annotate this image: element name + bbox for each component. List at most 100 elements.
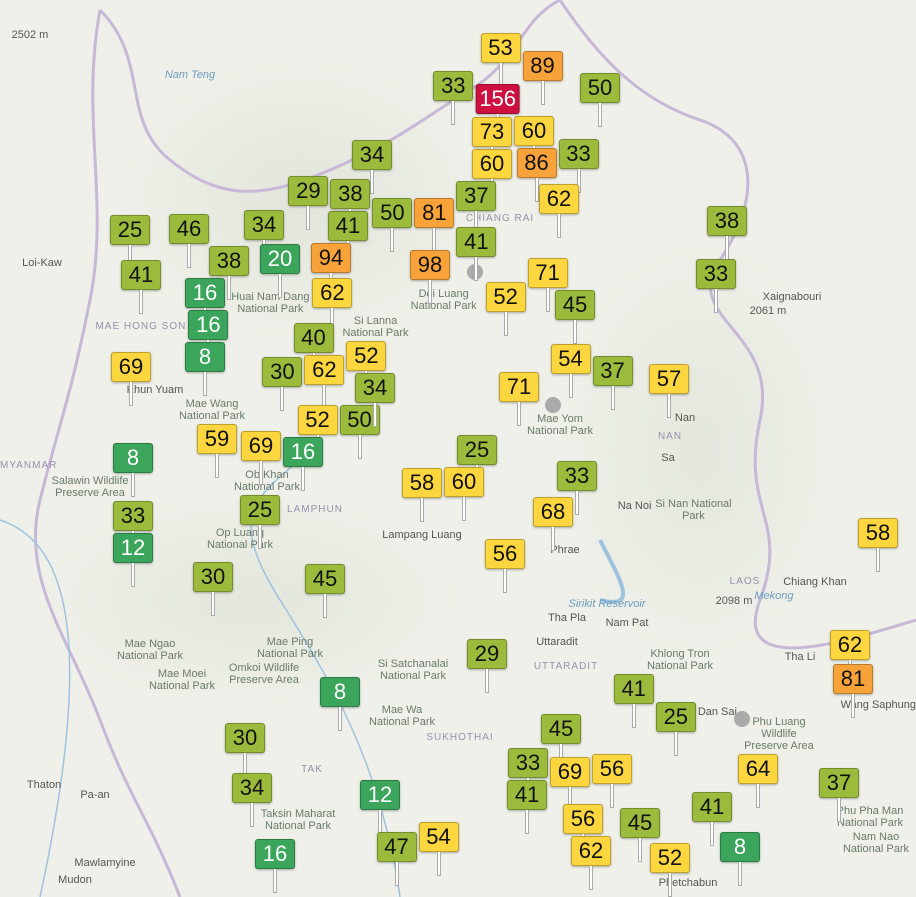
- aqi-value: 30: [193, 562, 233, 592]
- aqi-station-marker[interactable]: 41: [613, 674, 654, 728]
- aqi-station-marker[interactable]: 62: [539, 184, 579, 238]
- aqi-station-marker[interactable]: 98: [410, 250, 450, 304]
- aqi-station-marker[interactable]: 45: [555, 289, 595, 344]
- aqi-station-marker[interactable]: 45: [305, 564, 345, 618]
- place-label: Tha Pla: [548, 612, 586, 624]
- aqi-station-marker[interactable]: 37: [456, 181, 497, 235]
- aqi-station-marker[interactable]: 29: [288, 176, 329, 230]
- aqi-station-marker[interactable]: 45: [620, 808, 660, 862]
- aqi-value: 29: [467, 639, 507, 669]
- aqi-value: 41: [613, 674, 654, 704]
- aqi-station-marker[interactable]: 25: [655, 702, 696, 756]
- aqi-station-marker[interactable]: 30: [262, 356, 303, 411]
- aqi-station-marker[interactable]: 30: [193, 562, 233, 616]
- aqi-station-marker[interactable]: 46: [169, 214, 209, 268]
- aqi-station-marker[interactable]: 52: [297, 404, 338, 459]
- aqi-station-marker[interactable]: 33: [696, 259, 736, 313]
- aqi-station-marker[interactable]: 33: [507, 748, 548, 802]
- aqi-station-marker[interactable]: 53: [480, 33, 521, 87]
- aqi-station-marker[interactable]: 12: [113, 532, 153, 587]
- aqi-station-marker[interactable]: 34: [352, 140, 392, 194]
- aqi-station-marker[interactable]: 38: [707, 206, 747, 260]
- place-label: Omkoi Wildlife Preserve Area: [228, 661, 300, 686]
- aqi-station-marker[interactable]: 41: [692, 792, 732, 846]
- aqi-station-marker[interactable]: 29: [467, 639, 507, 693]
- aqi-station-marker[interactable]: 89: [522, 51, 563, 105]
- aqi-station-marker[interactable]: 45: [541, 714, 581, 768]
- aqi-station-marker[interactable]: 37: [592, 356, 633, 410]
- aqi-station-marker[interactable]: 33: [558, 139, 599, 193]
- aqi-station-marker[interactable]: 16: [283, 436, 323, 491]
- aqi-station-marker[interactable]: 37: [819, 768, 859, 822]
- aqi-value: 50: [372, 198, 413, 228]
- place-label: Sa: [661, 452, 675, 464]
- aqi-station-marker[interactable]: 59: [197, 423, 237, 478]
- aqi-station-marker[interactable]: 33: [433, 71, 474, 125]
- aqi-station-marker[interactable]: 62: [571, 836, 611, 890]
- place-label: Huai Nam Dang National Park: [231, 291, 310, 315]
- aqi-station-marker[interactable]: 58: [402, 468, 442, 522]
- aqi-station-marker[interactable]: 81: [414, 198, 455, 252]
- aqi-station-marker[interactable]: 20: [260, 244, 300, 298]
- place-label: Si Nan National Park: [655, 498, 732, 522]
- aqi-value: 60: [514, 116, 554, 147]
- aqi-station-marker[interactable]: 52: [650, 843, 690, 897]
- aqi-station-marker[interactable]: 54: [550, 344, 591, 398]
- aqi-value: 41: [692, 792, 732, 822]
- aqi-station-marker[interactable]: 68: [533, 497, 573, 551]
- aqi-station-marker[interactable]: 33: [557, 461, 597, 515]
- marker-pole: [129, 381, 133, 406]
- aqi-station-marker[interactable]: 50: [580, 73, 620, 127]
- aqi-station-marker[interactable]: 56: [485, 539, 525, 593]
- aqi-station-marker[interactable]: 52: [346, 341, 387, 395]
- aqi-station-marker[interactable]: 41: [328, 210, 368, 265]
- aqi-value: 40: [293, 323, 334, 354]
- aqi-station-marker[interactable]: 50: [339, 405, 380, 459]
- aqi-station-marker[interactable]: 81: [833, 664, 873, 718]
- aqi-station-marker[interactable]: 12: [360, 780, 400, 834]
- aqi-station-marker[interactable]: 8: [720, 832, 760, 886]
- place-label: Ob Khan National Park: [233, 468, 301, 493]
- aqi-station-marker[interactable]: 30: [225, 723, 265, 777]
- aqi-station-marker[interactable]: 69: [241, 431, 281, 486]
- aqi-station-marker[interactable]: 94: [311, 242, 351, 297]
- place-label: Phu Pha Man National Park: [836, 805, 904, 829]
- aqi-station-marker[interactable]: 47: [376, 832, 417, 886]
- aqi-station-marker[interactable]: 34: [232, 773, 272, 827]
- marker-pole: [227, 276, 231, 300]
- aqi-station-marker[interactable]: 71: [527, 257, 568, 312]
- aqi-station-marker[interactable]: 25: [110, 215, 150, 269]
- city-dot: [545, 397, 561, 413]
- aqi-station-marker[interactable]: 60: [444, 467, 484, 521]
- aqi-value: 41: [121, 260, 161, 290]
- aqi-station-marker[interactable]: 54: [418, 822, 459, 876]
- aqi-station-marker[interactable]: 25: [240, 494, 280, 549]
- aqi-station-marker[interactable]: 56: [591, 754, 632, 808]
- aqi-station-marker[interactable]: 52: [485, 282, 526, 336]
- aqi-station-marker[interactable]: 64: [738, 753, 778, 808]
- aqi-station-marker[interactable]: 60: [472, 149, 512, 203]
- marker-pole: [540, 81, 545, 105]
- aqi-station-marker[interactable]: 56: [563, 804, 603, 858]
- aqi-station-marker[interactable]: 8: [113, 442, 153, 497]
- aqi-station-marker[interactable]: 8: [185, 342, 225, 396]
- marker-pole: [187, 244, 191, 268]
- aqi-station-marker[interactable]: 71: [499, 372, 539, 426]
- aqi-station-marker[interactable]: 69: [549, 757, 590, 811]
- aqi-station-marker[interactable]: 57: [649, 364, 689, 418]
- aqi-station-marker[interactable]: 58: [858, 518, 898, 572]
- aqi-station-marker[interactable]: 38: [209, 246, 249, 300]
- aqi-station-marker[interactable]: 8: [320, 677, 360, 731]
- aqi-station-marker[interactable]: 34: [355, 373, 395, 427]
- aqi-station-marker[interactable]: 69: [111, 351, 151, 406]
- aqi-station-marker[interactable]: 41: [121, 260, 161, 314]
- aqi-station-marker[interactable]: 41: [507, 780, 548, 834]
- aqi-station-marker[interactable]: 50: [372, 198, 413, 252]
- aqi-station-marker[interactable]: 62: [304, 355, 345, 410]
- aqi-station-marker[interactable]: 16: [255, 839, 295, 893]
- aqi-station-marker[interactable]: 62: [312, 278, 353, 332]
- aqi-station-marker[interactable]: 86: [516, 148, 557, 203]
- aqi-value: 56: [591, 754, 632, 784]
- aqi-station-marker[interactable]: 41: [456, 227, 497, 281]
